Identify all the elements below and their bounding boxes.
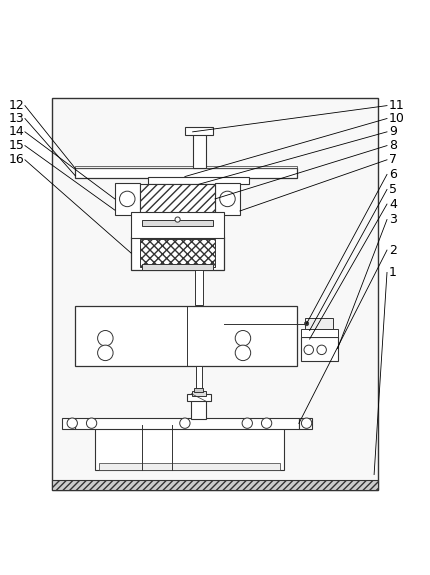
Circle shape (67, 418, 77, 428)
Text: 12: 12 (9, 99, 25, 112)
Circle shape (235, 345, 251, 361)
Bar (195, 270, 203, 305)
Circle shape (120, 191, 135, 206)
Bar (95, 425, 284, 470)
Bar (52, 480, 378, 489)
Text: 5: 5 (389, 183, 397, 196)
Circle shape (261, 418, 272, 428)
Bar (192, 390, 206, 396)
Text: 14: 14 (9, 125, 25, 139)
Text: 1: 1 (389, 266, 397, 279)
Circle shape (220, 191, 235, 206)
Bar (99, 462, 280, 470)
Polygon shape (140, 239, 215, 267)
Text: 8: 8 (389, 139, 397, 152)
Bar (131, 237, 224, 270)
Circle shape (235, 331, 251, 346)
Bar (142, 264, 213, 270)
Bar (75, 418, 299, 428)
Text: 7: 7 (389, 154, 397, 166)
Bar (191, 395, 206, 419)
Bar (142, 220, 213, 226)
Text: 3: 3 (389, 213, 397, 226)
Circle shape (175, 217, 180, 222)
Bar (62, 418, 75, 428)
Text: 10: 10 (389, 112, 405, 125)
Bar (131, 212, 224, 238)
Circle shape (86, 418, 97, 428)
Bar (75, 166, 297, 168)
Text: 15: 15 (9, 139, 25, 152)
Text: 6: 6 (389, 168, 397, 181)
Bar (215, 183, 240, 215)
Bar (301, 337, 338, 361)
Text: 2: 2 (389, 244, 397, 256)
Bar (193, 132, 206, 168)
Bar (187, 394, 211, 401)
Circle shape (304, 345, 313, 355)
Bar (301, 329, 338, 337)
Text: 9: 9 (389, 125, 397, 139)
Text: 4: 4 (389, 198, 397, 210)
Bar (194, 388, 203, 392)
Polygon shape (140, 185, 215, 215)
Circle shape (317, 345, 326, 355)
Bar (75, 168, 297, 178)
Circle shape (304, 321, 309, 326)
Circle shape (242, 418, 252, 428)
Text: 11: 11 (389, 99, 405, 112)
Text: 13: 13 (9, 112, 25, 125)
Bar (196, 366, 202, 389)
Bar (148, 177, 249, 185)
Bar (52, 98, 378, 489)
Text: 16: 16 (9, 154, 25, 166)
Circle shape (98, 345, 113, 361)
Bar (115, 183, 140, 215)
Circle shape (301, 418, 312, 428)
Bar (299, 418, 312, 428)
Bar (305, 319, 333, 329)
Bar (75, 305, 297, 366)
Circle shape (180, 418, 190, 428)
Bar (185, 127, 213, 135)
Circle shape (98, 331, 113, 346)
